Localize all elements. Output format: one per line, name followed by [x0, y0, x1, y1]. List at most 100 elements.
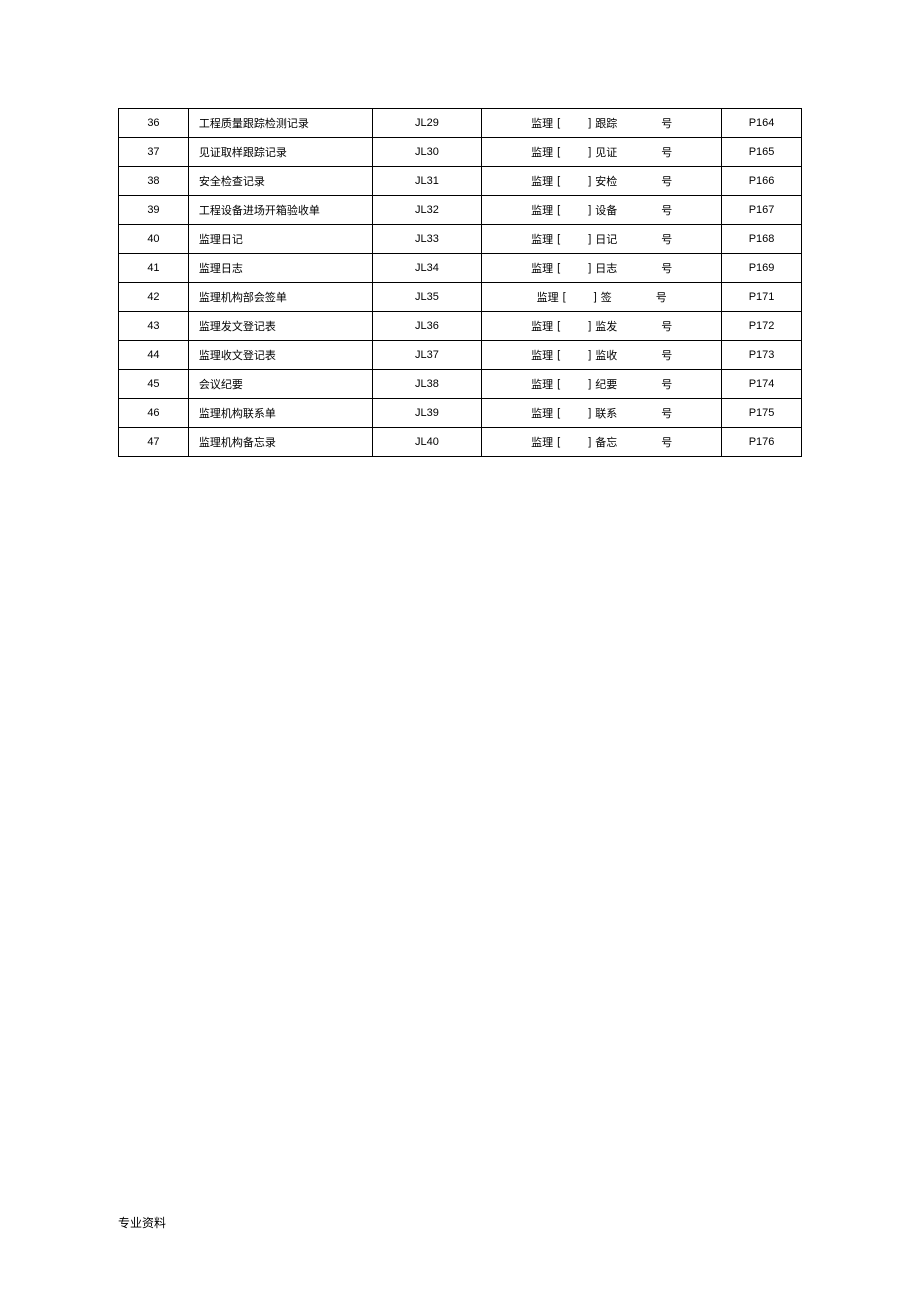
desc-mid: 日记 [595, 231, 617, 247]
desc-prefix: 监理 [531, 144, 553, 160]
cell-code: JL37 [372, 341, 482, 370]
cell-form-name: 监理收文登记表 [188, 341, 372, 370]
desc-bracket-left: [ [557, 117, 560, 129]
cell-code: JL34 [372, 254, 482, 283]
desc-suffix: 号 [661, 115, 672, 131]
cell-page: P165 [722, 138, 802, 167]
cell-description: 监理 [] 日记 号 [482, 225, 722, 254]
cell-description: 监理[]设备号 [482, 196, 722, 225]
desc-suffix: 号 [656, 289, 667, 305]
desc-bracket-right: ] [588, 349, 591, 361]
desc-bracket-right: ] [588, 204, 591, 216]
desc-bracket-left: [ [557, 378, 560, 390]
desc-mid: 纪要 [595, 376, 617, 392]
desc-suffix: 号 [661, 202, 672, 218]
table-row: 36工程质量跟踪检测记录JL29监理[]跟踪号P164 [119, 109, 802, 138]
cell-description: 监理[]见证号 [482, 138, 722, 167]
cell-code: JL36 [372, 312, 482, 341]
cell-description: 监理[]监收号 [482, 341, 722, 370]
desc-inner: 监理[]监发号 [531, 318, 672, 334]
table-row: 45会议纪要JL38监理[]纪要号P174 [119, 370, 802, 399]
desc-mid: 见证 [595, 144, 617, 160]
cell-form-name: 工程设备进场开箱验收单 [188, 196, 372, 225]
cell-page: P172 [722, 312, 802, 341]
desc-mid: 设备 [595, 202, 617, 218]
cell-page: P175 [722, 399, 802, 428]
cell-page: P169 [722, 254, 802, 283]
cell-code: JL35 [372, 283, 482, 312]
table-row: 44监理收文登记表JL37监理[]监收号P173 [119, 341, 802, 370]
cell-number: 47 [119, 428, 189, 457]
desc-bracket-left: [ [557, 320, 560, 332]
cell-number: 42 [119, 283, 189, 312]
desc-bracket-right: ] [588, 146, 591, 158]
cell-page: P168 [722, 225, 802, 254]
desc-mid: 安检 [595, 173, 617, 189]
desc-bracket-left: [ [557, 349, 560, 361]
desc-inner: 监理[]备忘号 [531, 434, 672, 450]
desc-suffix: 号 [661, 173, 672, 189]
cell-number: 36 [119, 109, 189, 138]
cell-page: P166 [722, 167, 802, 196]
desc-prefix: 监理 [531, 434, 553, 450]
cell-number: 44 [119, 341, 189, 370]
desc-inner: 监理[]见证号 [531, 144, 672, 160]
cell-code: JL29 [372, 109, 482, 138]
desc-inner: 监理[]监收号 [531, 347, 672, 363]
cell-code: JL33 [372, 225, 482, 254]
cell-form-name: 监理机构备忘录 [188, 428, 372, 457]
desc-prefix: 监理 [531, 173, 553, 189]
desc-bracket-right: ] [588, 378, 591, 390]
desc-inner: 监理[]签号 [537, 289, 667, 305]
cell-form-name: 监理发文登记表 [188, 312, 372, 341]
desc-prefix: 监理 [531, 231, 553, 247]
cell-description: 监理[]日志号 [482, 254, 722, 283]
desc-prefix: 监理 [531, 318, 553, 334]
cell-form-name: 工程质量跟踪检测记录 [188, 109, 372, 138]
cell-page: P173 [722, 341, 802, 370]
desc-inner: 监理[]纪要号 [531, 376, 672, 392]
table-row: 39工程设备进场开箱验收单JL32监理[]设备号P167 [119, 196, 802, 225]
cell-number: 40 [119, 225, 189, 254]
cell-description: 监理[]跟踪号 [482, 109, 722, 138]
desc-bracket-right: ] [588, 175, 591, 187]
cell-code: JL39 [372, 399, 482, 428]
desc-suffix: 号 [661, 405, 672, 421]
desc-suffix: 号 [661, 231, 672, 247]
desc-bracket-right: ] [588, 436, 591, 448]
cell-description: 监理[]纪要号 [482, 370, 722, 399]
cell-description: 监理[]监发号 [482, 312, 722, 341]
cell-description: 监理 [] 联系 号 [482, 399, 722, 428]
cell-description: 监理[]备忘号 [482, 428, 722, 457]
cell-number: 43 [119, 312, 189, 341]
cell-page: P171 [722, 283, 802, 312]
desc-inner: 监理[]设备号 [531, 202, 672, 218]
cell-number: 45 [119, 370, 189, 399]
cell-number: 41 [119, 254, 189, 283]
desc-inner: 监理 [] 联系 号 [531, 405, 672, 421]
cell-code: JL30 [372, 138, 482, 167]
cell-page: P164 [722, 109, 802, 138]
desc-bracket-left: [ [557, 233, 560, 245]
cell-page: P174 [722, 370, 802, 399]
desc-mid: 跟踪 [595, 115, 617, 131]
cell-number: 39 [119, 196, 189, 225]
desc-mid: 联系 [595, 405, 617, 421]
page-content: 36工程质量跟踪检测记录JL29监理[]跟踪号P16437见证取样跟踪记录JL3… [0, 0, 920, 457]
desc-bracket-right: ] [588, 407, 591, 419]
desc-bracket-left: [ [557, 407, 560, 419]
desc-prefix: 监理 [531, 347, 553, 363]
table-row: 47监理机构备忘录JL40监理[]备忘号P176 [119, 428, 802, 457]
desc-suffix: 号 [661, 260, 672, 276]
table-row: 43监理发文登记表JL36监理[]监发号P172 [119, 312, 802, 341]
forms-table: 36工程质量跟踪检测记录JL29监理[]跟踪号P16437见证取样跟踪记录JL3… [118, 108, 802, 457]
cell-code: JL40 [372, 428, 482, 457]
cell-code: JL31 [372, 167, 482, 196]
desc-bracket-right: ] [588, 262, 591, 274]
desc-inner: 监理[]安检号 [531, 173, 672, 189]
cell-form-name: 会议纪要 [188, 370, 372, 399]
desc-bracket-right: ] [588, 117, 591, 129]
desc-mid: 日志 [595, 260, 617, 276]
desc-prefix: 监理 [531, 405, 553, 421]
desc-bracket-right: ] [588, 233, 591, 245]
